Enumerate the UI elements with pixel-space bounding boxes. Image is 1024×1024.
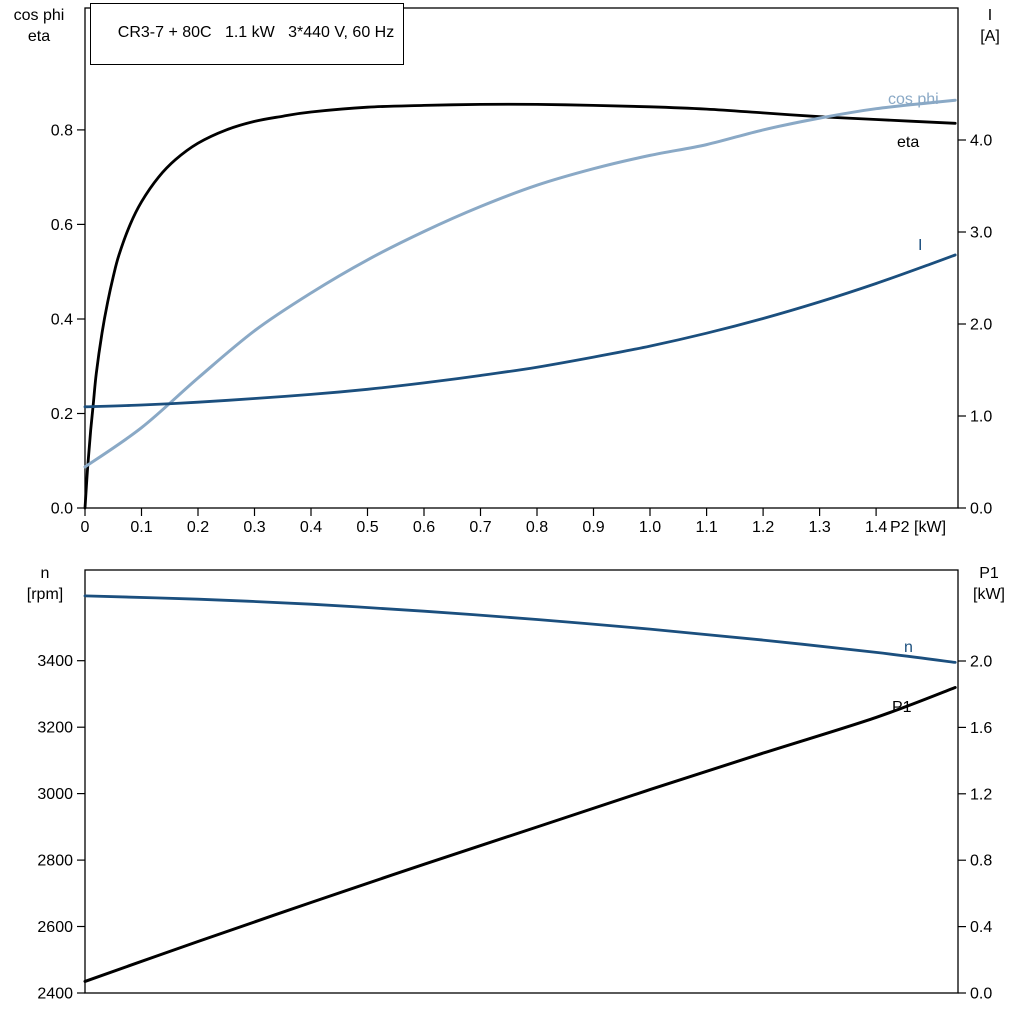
series-curve-cos-phi bbox=[83, 98, 957, 469]
y-right-tick-label: 1.2 bbox=[970, 786, 992, 803]
axis-label-speed: n [rpm] bbox=[12, 563, 78, 605]
x-tick-label: 1.1 bbox=[695, 519, 717, 536]
series-curve-P1 bbox=[83, 686, 957, 983]
chart-0: 0.0 0.2 0.4 0.6 0.8 0.0 1.0 2.0 3.0 4.0 0 0.1 0.2 0.3… bbox=[51, 7, 992, 536]
y-left-tick-label: 2400 bbox=[37, 986, 73, 1003]
y-right-tick-label: 0.8 bbox=[970, 853, 992, 870]
y-left-tick-label: 0.2 bbox=[51, 406, 73, 423]
series-curve-eta bbox=[83, 102, 957, 510]
chart-title: CR3-7 + 80C 1.1 kW 3*440 V, 60 Hz bbox=[117, 24, 395, 41]
y-left-tick-label: 3400 bbox=[37, 653, 73, 670]
x-tick-label: 0.2 bbox=[187, 519, 209, 536]
x-tick-label: 0.5 bbox=[356, 519, 378, 536]
y-left-tick-label: 0.8 bbox=[51, 122, 73, 139]
series-label-I: I bbox=[918, 237, 922, 254]
axis-label-I: I bbox=[987, 7, 993, 24]
y-right-tick-label: 3.0 bbox=[970, 225, 992, 242]
x-tick-label: 1.0 bbox=[639, 519, 661, 536]
series-label-cos-phi: cos phi bbox=[888, 91, 939, 108]
axis-label-n: n bbox=[40, 565, 50, 582]
x-tick-label: 0.7 bbox=[469, 519, 491, 536]
x-tick-label: 0.1 bbox=[130, 519, 152, 536]
y-left-tick-label: 2600 bbox=[37, 919, 73, 936]
chart-title-box: CR3-7 + 80C 1.1 kW 3*440 V, 60 Hz bbox=[90, 3, 405, 65]
y-left-tick-label: 2800 bbox=[37, 853, 73, 870]
x-tick-label: 0.6 bbox=[413, 519, 435, 536]
x-tick-label: 1.4 bbox=[865, 519, 887, 536]
y-right-tick-label: 0.0 bbox=[970, 501, 992, 518]
y-right-tick-label: 1.6 bbox=[970, 720, 992, 737]
series-label-n: n bbox=[904, 639, 913, 656]
y-left-tick-label: 3000 bbox=[37, 786, 73, 803]
y-left-tick-label: 0.0 bbox=[51, 501, 73, 518]
y-left-tick-label: 3200 bbox=[37, 720, 73, 737]
axis-label-ampere-unit: [A] bbox=[980, 28, 1000, 45]
plot-frame bbox=[84, 569, 959, 994]
series-curve-n bbox=[83, 594, 957, 664]
y-right-tick-label: 0.0 bbox=[970, 986, 992, 1003]
series-label-eta: eta bbox=[897, 134, 919, 151]
axis-label-cosphi: cos phi bbox=[13, 7, 65, 24]
series-label-P1: P1 bbox=[892, 699, 912, 716]
y-right-tick-label: 0.4 bbox=[970, 919, 992, 936]
axis-label-kw-unit: [kW] bbox=[973, 586, 1005, 603]
axis-label-current: I [A] bbox=[964, 5, 1016, 47]
x-tick-label: 0 bbox=[81, 519, 90, 536]
axis-label-eta: eta bbox=[27, 28, 51, 45]
series-curve-I bbox=[83, 253, 957, 409]
axis-label-power-input: P1 [kW] bbox=[960, 563, 1018, 605]
y-right-tick-label: 2.0 bbox=[970, 317, 992, 334]
x-tick-label: 1.3 bbox=[808, 519, 830, 536]
x-tick-label: 0.4 bbox=[300, 519, 322, 536]
x-tick-label: 0.3 bbox=[243, 519, 265, 536]
x-axis-label: P2 [kW] bbox=[890, 519, 946, 536]
x-tick-label: 1.2 bbox=[752, 519, 774, 536]
x-tick-label: 0.8 bbox=[526, 519, 548, 536]
y-right-tick-label: 1.0 bbox=[970, 409, 992, 426]
chart-1: 2400 2600 2800 3000 3200 3400 0.0 0.4 0.8 1.2 1.6 2… bbox=[37, 569, 992, 1003]
axis-label-P1: P1 bbox=[979, 565, 999, 582]
x-tick-label: 0.9 bbox=[582, 519, 604, 536]
y-right-tick-label: 4.0 bbox=[970, 133, 992, 150]
axis-label-cosphi-eta: cos phi eta bbox=[4, 5, 74, 47]
y-left-tick-label: 0.6 bbox=[51, 217, 73, 234]
y-left-tick-label: 0.4 bbox=[51, 312, 73, 329]
y-right-tick-label: 2.0 bbox=[970, 654, 992, 671]
axis-label-rpm-unit: [rpm] bbox=[26, 586, 64, 603]
plot-frame bbox=[84, 7, 959, 509]
